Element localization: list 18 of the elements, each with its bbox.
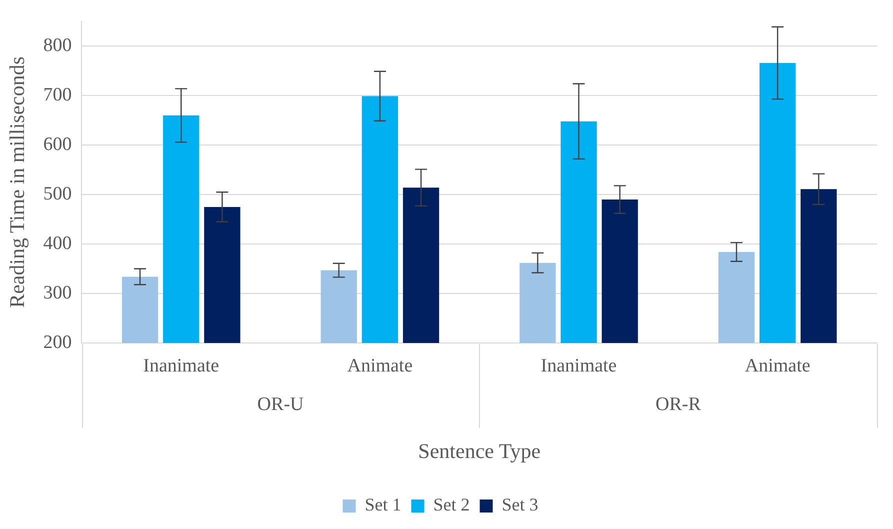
y-tick-label: 600 (43, 134, 72, 156)
y-tick-label: 500 (43, 184, 72, 205)
text: OR-R (655, 394, 702, 415)
x-tick-label: Inanimate (540, 355, 617, 376)
text: OR-U (257, 394, 304, 415)
legend-label: Set 2 (433, 494, 470, 515)
x-tick-label: Animate (744, 355, 810, 376)
x-tick-label: Inanimate (143, 355, 220, 376)
x-axis-title: Sentence Type (418, 438, 541, 463)
legend-label: Set 3 (502, 494, 538, 515)
x-tick-label: Animate (347, 355, 413, 376)
y-axis-title: Reading Time in milliseconds (5, 56, 30, 308)
legend-label: Set 1 (364, 494, 402, 515)
y-tick-label: 200 (43, 332, 72, 353)
y-tick-label: 300 (43, 282, 72, 304)
y-tick-label: 700 (43, 84, 72, 106)
y-tick-label: 400 (43, 233, 72, 254)
y-tick-label: 800 (43, 35, 72, 56)
